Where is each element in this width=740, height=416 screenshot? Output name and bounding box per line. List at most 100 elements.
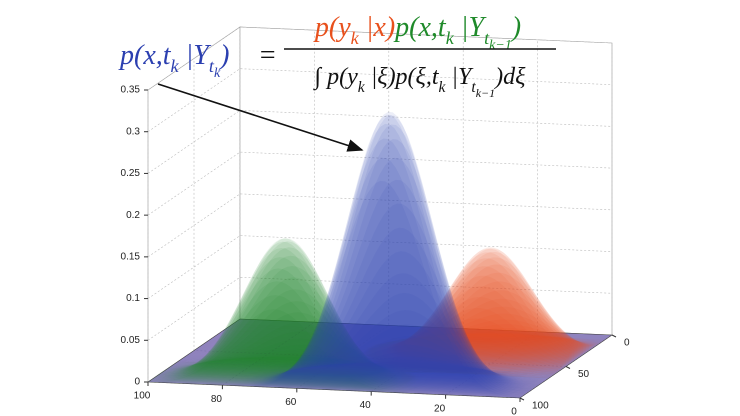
surface-slice: [181, 352, 554, 375]
formula-piece: t: [484, 28, 490, 48]
surface-slice: [157, 241, 530, 392]
surface-slice: [149, 157, 522, 397]
surface-slice: [158, 124, 531, 391]
surface-slice: [190, 318, 563, 369]
surface-slice: [155, 111, 528, 393]
surface-slice: [152, 123, 525, 395]
surface-slice: [164, 255, 537, 387]
surface-slice: [177, 362, 550, 379]
surface-slice: [207, 252, 580, 358]
surface-slice: [184, 351, 557, 373]
formula-piece: k: [351, 28, 360, 48]
surface-slice: [151, 281, 524, 396]
surface-slice: [177, 338, 550, 379]
surface-slice: [180, 349, 553, 376]
surface-slice: [178, 361, 551, 377]
formula-piece: k: [439, 79, 447, 96]
x-tick-label: 80: [211, 394, 223, 405]
surface-slice: [166, 227, 539, 386]
formula-numerator: p(yk |x)p(x,tk |Ytk−1): [313, 12, 521, 53]
surface-slice: [232, 324, 605, 341]
surface-slice: [210, 264, 583, 355]
formula-piece: k−1: [489, 38, 512, 53]
surface-slice: [189, 328, 562, 370]
formula-lhs: p(x,tk |Ytk): [118, 40, 230, 81]
formula-piece: ): [218, 40, 229, 71]
formula-piece: p(y: [313, 12, 351, 43]
surface-slice: [175, 335, 548, 380]
surface-slice: [160, 238, 533, 390]
surface-slice: [209, 257, 582, 356]
surface-slice: [163, 179, 536, 388]
surface-slice: [178, 351, 551, 377]
formula-piece: k: [214, 66, 221, 81]
surface-slice: [155, 248, 528, 393]
formula-piece: |Y: [179, 40, 213, 71]
formula-piece: ∫ p(y: [313, 64, 359, 91]
formula-equals: =: [258, 40, 277, 71]
z-tick-label: 0.05: [121, 335, 141, 346]
formula-piece: k: [358, 79, 366, 96]
grid-line: [147, 68, 613, 132]
grid-line: [147, 193, 613, 258]
z-tick-label: 0.2: [126, 210, 140, 221]
surface-slice: [161, 241, 534, 389]
y-tick-label: 50: [578, 369, 590, 380]
surface-slice: [212, 272, 585, 354]
y-tick: [611, 334, 617, 338]
surface-slice: [148, 180, 520, 398]
z-tick-label: 0.35: [121, 85, 141, 96]
surface-slice: [186, 344, 559, 372]
surface-slice: [178, 344, 551, 377]
z-tick-label: 0.15: [121, 251, 141, 262]
surface: [148, 238, 559, 398]
formula-piece: ): [510, 12, 521, 43]
surface-slice: [172, 312, 545, 382]
surface-slice: [183, 355, 556, 374]
surface-slice: [163, 247, 536, 388]
surface-slice: [198, 266, 571, 364]
grid-line: [147, 235, 613, 299]
surface-slice: [223, 324, 596, 347]
surface-slice: [184, 356, 557, 373]
surface-slice: [221, 319, 594, 348]
surface-slice: [180, 359, 553, 376]
surface-slice: [187, 337, 560, 371]
y-tick-label: 0: [624, 338, 630, 349]
formula-denominator: ∫ p(yk |ξ)p(ξ,tk |Ytk−1)dξ: [313, 64, 527, 100]
z-tick-label: 0.25: [121, 168, 141, 179]
surface-slice: [152, 268, 525, 395]
formula-piece: k: [171, 56, 180, 76]
surface-slice: [171, 292, 543, 383]
arrow: [157, 83, 364, 152]
surface-slice: [160, 139, 533, 390]
surface-slice: [218, 306, 591, 350]
formula-piece: p(x,t: [118, 40, 172, 71]
surface-slice: [166, 266, 539, 386]
surface-slice: [203, 248, 576, 361]
surface-slice: [167, 277, 540, 385]
surface-slice: [195, 286, 568, 366]
z-tick-label: 0.3: [126, 126, 140, 137]
surface-slice: [169, 273, 542, 384]
x-tick-label: 20: [434, 403, 446, 414]
y-tick: [519, 397, 525, 401]
formula-piece: k−1: [476, 86, 495, 100]
surface-slice: [154, 114, 527, 394]
surface-slice: [151, 138, 524, 396]
surface-slice: [197, 275, 570, 365]
y-tick: [565, 366, 571, 369]
formula-piece: |ξ)p(ξ,t: [365, 64, 440, 90]
surface-slice: [158, 238, 531, 391]
surface-slice: [161, 157, 534, 389]
formula-piece: k: [446, 28, 455, 48]
formula-piece: |x): [359, 12, 395, 43]
surface-slice: [183, 357, 556, 374]
grid-line: [147, 110, 613, 174]
surface-slice: [217, 298, 589, 351]
surface: [177, 247, 605, 379]
surface-slice: [175, 331, 548, 380]
surface-slice: [200, 258, 573, 363]
surface-slice: [164, 203, 537, 387]
